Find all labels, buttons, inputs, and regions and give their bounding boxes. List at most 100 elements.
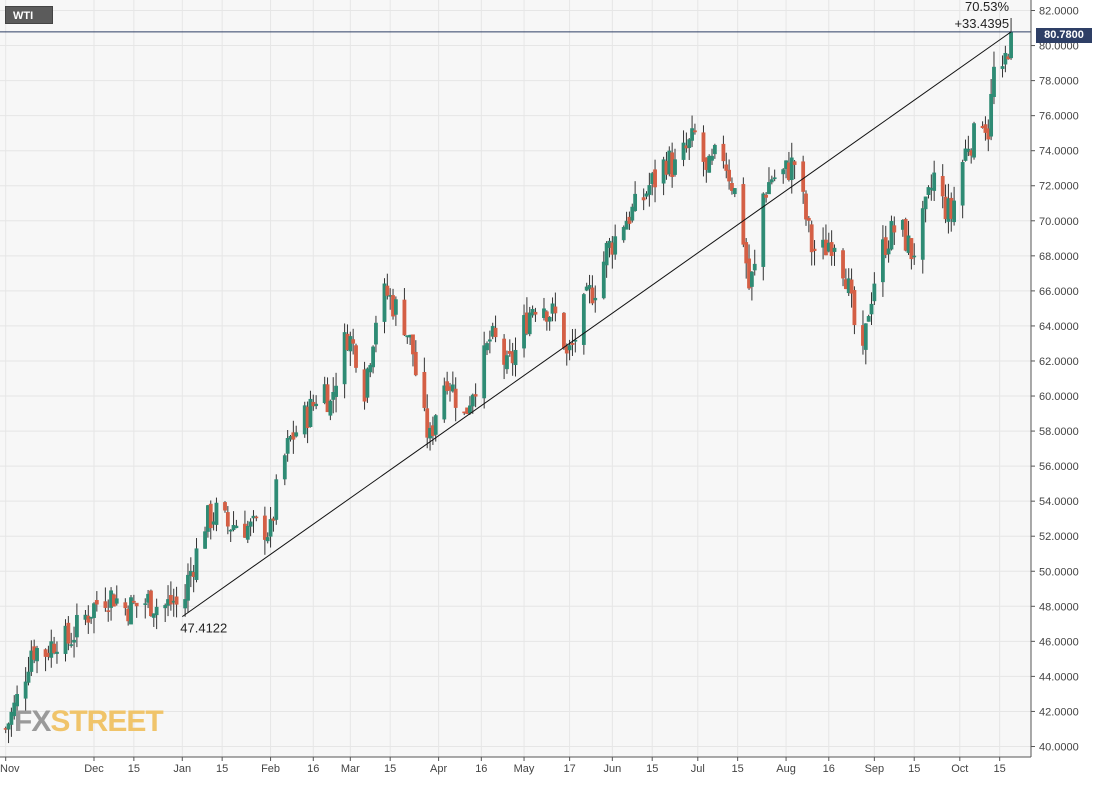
candle [69,632,74,648]
candle-body-down [590,287,595,304]
candle-body-up [673,159,677,175]
change-percent-label: 70.53% [965,0,1010,14]
candle-body-up [72,639,76,643]
candle [633,181,638,212]
candle [74,603,79,648]
candle [744,238,749,279]
candle-body-down [422,371,427,408]
candle-body-up [690,128,694,141]
candle-body-down [909,238,914,260]
candle-body-up [285,438,290,454]
candle [920,200,925,274]
candle [208,500,213,540]
candle [749,271,754,301]
candle [721,135,726,169]
x-tick-label: 15 [216,763,228,775]
candle [866,314,871,322]
candle [282,453,287,486]
candle-body-down [66,622,71,644]
y-tick-label: 72.0000 [1039,181,1079,193]
candle-body-up [920,208,925,260]
x-axis: Nov Dec 15 Jan 15 Feb 16 Mar 15 Apr 16 May 17 Jun 15 Ju… [0,756,1031,775]
candle [86,605,91,634]
candle [151,613,156,627]
candle [245,520,250,544]
candle [52,636,57,655]
grid [0,0,1031,757]
candle-body-up [26,671,31,683]
candle [781,168,786,184]
x-tick-label: Jun [603,763,621,775]
candle [952,186,957,226]
candle [348,331,353,366]
x-tick-label: 15 [994,763,1006,775]
candle [604,241,609,278]
candle-body-up [881,239,885,283]
candle [707,154,712,173]
candle-body-up [163,605,168,609]
candle-body-up [952,200,957,223]
candle-body-down [473,394,478,397]
candle [849,268,854,308]
candle-body-up [749,271,754,287]
candle [473,383,478,408]
candle-body-up [613,236,618,255]
candle-body-up [972,123,976,158]
fxstreet-logo: FXSTREET [14,704,164,740]
candle-body-up [527,312,532,335]
candle-body-up [29,650,34,672]
candle [9,707,14,737]
candle [183,584,188,617]
candle [624,211,629,230]
candle [268,506,273,548]
candle-body-down [841,250,845,279]
candle-body-up [732,188,737,195]
candle [72,626,76,658]
candle-body-down [553,306,558,314]
y-tick-label: 54.0000 [1039,496,1079,508]
candle-body-up [581,294,586,345]
candle [804,190,808,226]
candle-body-down [852,289,857,326]
candle-body-down [94,600,99,605]
candle-body-up [450,384,455,392]
candle-body-up [761,193,766,267]
plot-background [0,0,1031,757]
logo-part-fx: FX [14,705,51,738]
candle [450,371,455,393]
candle [223,501,227,513]
candle-body-down [106,610,111,612]
candle [553,292,558,322]
candle [587,274,592,304]
x-tick-label: May [514,763,535,775]
candle [134,602,139,618]
candle-body-up [183,599,188,609]
symbol-badge[interactable]: WTI [5,6,53,24]
candle-body-up [869,303,874,315]
trendline[interactable] [181,31,1012,618]
candle [442,377,447,423]
candle [630,203,635,223]
candle-body-up [593,297,598,301]
candle-body-up [923,196,928,210]
candle-body-down [149,590,153,617]
candle-body-up [932,172,937,191]
candle-body-down [354,345,358,368]
candle-body-down [425,408,430,438]
candle-body-down [413,351,418,376]
candle-body-up [963,148,968,161]
candle-body-down [730,182,734,191]
y-tick-label: 62.0000 [1039,356,1079,368]
candles [3,18,1013,744]
candle [764,192,769,203]
candle-body-up [485,343,489,351]
candle [129,594,133,625]
candle-body-up [487,339,492,342]
candle [487,330,492,354]
candle-body-down [653,169,657,188]
candle [926,185,931,199]
candle-body-down [940,176,945,197]
candle-body-up [644,193,649,197]
